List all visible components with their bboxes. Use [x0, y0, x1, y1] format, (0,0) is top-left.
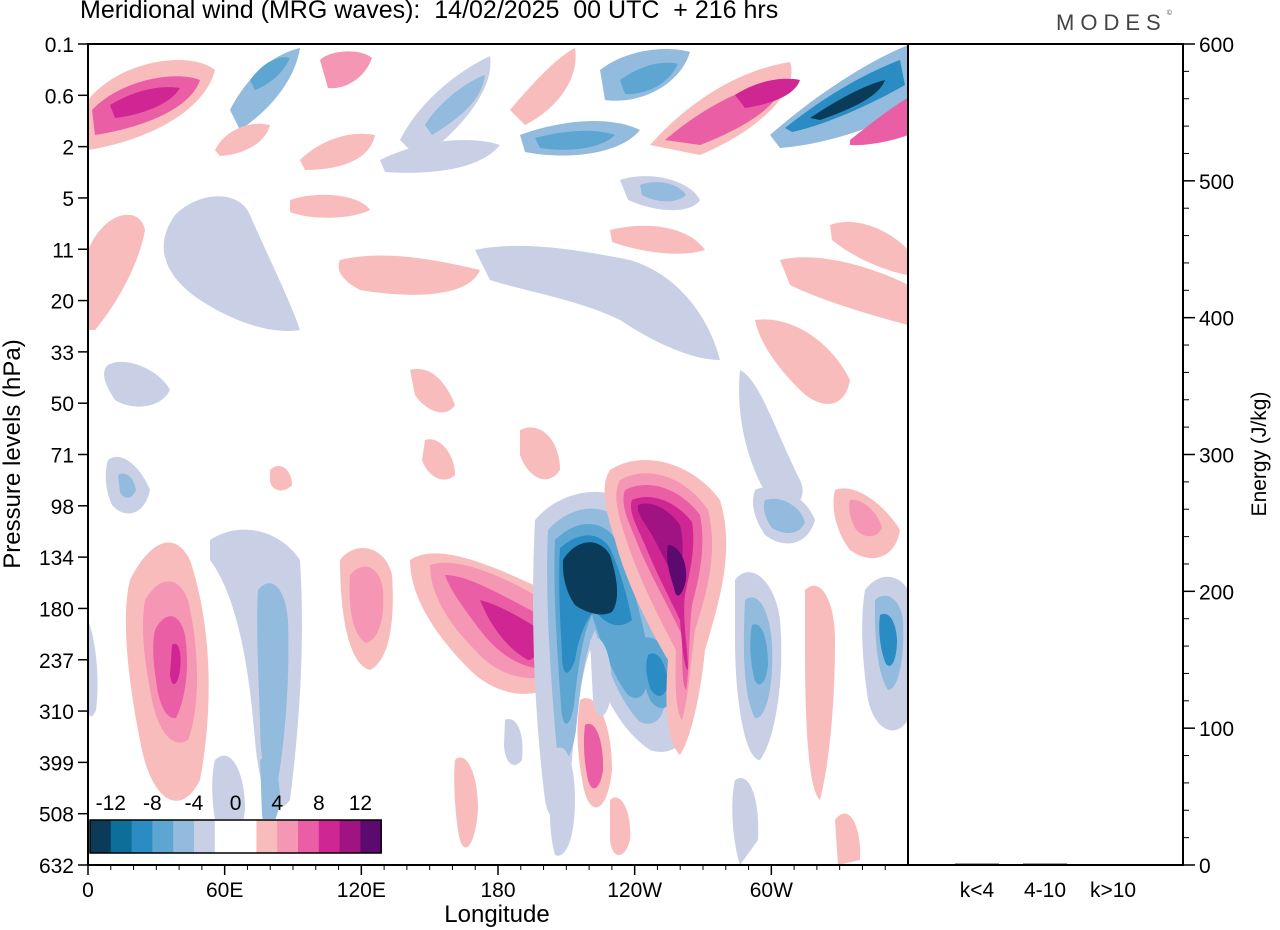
colorbar-label: -8 — [143, 792, 162, 815]
logo-mark: © — [1166, 10, 1172, 17]
energy-tick-label: 100 — [1199, 718, 1234, 741]
heatmap-field — [88, 45, 908, 865]
y-tick-label: 399 — [39, 752, 74, 775]
y-tick-label: 310 — [39, 701, 74, 724]
energy-axis: 0 100 200 300 400 500 600 — [1183, 34, 1234, 878]
lower-structures — [88, 456, 908, 865]
y-tick-label: 50 — [51, 393, 74, 416]
energy-axis-title: Energy (J/kg) — [1248, 392, 1271, 517]
x-tick-label: 60E — [206, 879, 243, 902]
colorbar-swatch — [173, 820, 195, 853]
x-tick-label: 120W — [607, 879, 662, 902]
colorbar-border — [89, 819, 382, 854]
colorbar-swatch — [131, 820, 153, 853]
y-tick-label: 33 — [51, 342, 74, 365]
energy-tick-label: 0 — [1199, 855, 1211, 878]
y-tick-label: 0.1 — [45, 34, 74, 57]
energy-panel-frame — [907, 43, 1184, 866]
y-tick-label: 632 — [39, 855, 74, 878]
colorbar-swatch — [90, 820, 112, 853]
colorbar-swatch — [256, 820, 278, 853]
colorbar-label: 12 — [349, 792, 372, 815]
energy-tick-label: 600 — [1199, 34, 1234, 57]
energy-bar — [1023, 863, 1067, 865]
energy-category-label: k>10 — [1090, 879, 1136, 902]
energy-bar — [955, 863, 999, 865]
colorbar-label: 4 — [271, 792, 283, 815]
energy-tick-label: 200 — [1199, 581, 1234, 604]
colorbar-swatch — [110, 820, 133, 853]
colorbar-swatch — [214, 820, 237, 853]
y-axis-title: Pressure levels (hPa) — [0, 339, 26, 568]
y-tick-label: 134 — [39, 547, 74, 570]
longitude-axis: 0 60E 120E 180 120W 60W — [82, 865, 886, 902]
colorbar-label: -12 — [96, 792, 126, 815]
x-tick-label: 0 — [82, 879, 94, 902]
y-tick-label: 180 — [39, 598, 74, 621]
colorbar-swatch — [235, 820, 257, 853]
colorbar-swatch — [277, 820, 299, 853]
x-tick-label: 60W — [750, 879, 793, 902]
y-tick-label: 508 — [39, 804, 74, 827]
colorbar: -12 -8 -4 0 4 8 12 — [89, 792, 383, 854]
x-axis-title: Longitude — [444, 901, 549, 928]
energy-bar — [1091, 864, 1135, 865]
colorbar-label: 8 — [313, 792, 325, 815]
colorbar-label: -4 — [185, 792, 204, 815]
energy-bars: k<4 4-10 k>10 — [955, 863, 1136, 902]
logo-text: MODES — [1056, 10, 1167, 35]
modes-logo: MODES© — [1056, 10, 1172, 36]
y-tick-label: 71 — [51, 445, 74, 468]
y-tick-label: 237 — [39, 650, 74, 673]
colorbar-swatch — [360, 820, 382, 853]
y-tick-label: 11 — [52, 239, 74, 262]
colorbar-swatch — [152, 820, 174, 853]
energy-tick-label: 300 — [1199, 445, 1234, 468]
y-tick-label: 5 — [62, 188, 74, 211]
pressure-axis: 0.1 0.6 2 5 11 20 33 50 71 98 134 180 237 310 399 508 63… — [39, 34, 88, 878]
colorbar-swatch — [298, 820, 320, 853]
y-tick-label: 98 — [51, 496, 74, 519]
colorbar-swatch — [339, 820, 361, 853]
x-tick-label: 120E — [337, 879, 386, 902]
chart-title: Meridional wind (MRG waves): 14/02/2025 … — [80, 0, 779, 24]
y-tick-label: 0.6 — [45, 85, 74, 108]
colorbar-label: 0 — [230, 792, 242, 815]
y-tick-label: 2 — [62, 137, 74, 160]
colorbar-swatch — [318, 820, 341, 853]
energy-tick-label: 500 — [1199, 171, 1234, 194]
y-tick-label: 20 — [51, 291, 74, 314]
energy-tick-label: 400 — [1199, 308, 1234, 331]
upper-bands — [88, 45, 908, 173]
energy-category-label: 4-10 — [1024, 879, 1066, 902]
mid-patches — [88, 176, 908, 509]
x-tick-label: 180 — [480, 879, 515, 902]
colorbar-swatch — [194, 820, 216, 853]
energy-category-label: k<4 — [960, 879, 995, 902]
